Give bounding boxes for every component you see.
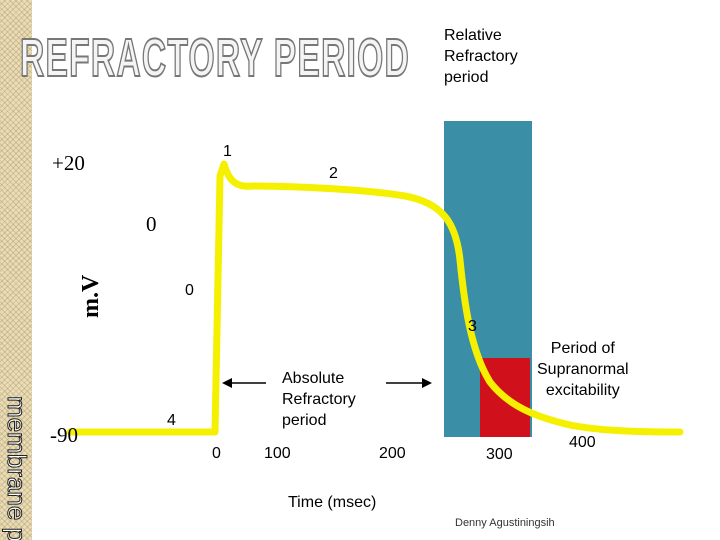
- relative-refractory-label: Relative Refractory period: [444, 27, 518, 86]
- x-tick-100: 100: [264, 445, 291, 462]
- y-tick-plus20: +20: [52, 151, 85, 175]
- x-tick-300: 300: [486, 446, 513, 463]
- phase-0-label: 0: [185, 282, 194, 299]
- action-potential-curve: [66, 160, 684, 436]
- decorative-sidebar: [0, 0, 32, 540]
- phase-4-label: 4: [167, 412, 176, 429]
- y-tick-zero: 0: [146, 212, 157, 236]
- x-tick-0: 0: [212, 445, 221, 462]
- phase-3-label: 3: [468, 318, 477, 335]
- supranormal-label: Period of Supranormal excitability: [537, 340, 629, 399]
- absolute-refractory-label: Absolute Refractory period: [282, 370, 356, 429]
- author-credit: Denny Agustiningsih: [455, 517, 555, 529]
- phase-2-label: 2: [329, 165, 338, 182]
- y-axis-label: m.V: [78, 274, 104, 318]
- y-tick-minus90: -90: [50, 423, 78, 447]
- phase-1-label: 1: [223, 143, 232, 160]
- arrow-right-head: [422, 378, 432, 388]
- page-title: REFRACTORY PERIOD: [20, 28, 410, 88]
- x-tick-400: 400: [569, 434, 596, 451]
- x-tick-200: 200: [379, 445, 406, 462]
- x-axis-label: Time (msec): [288, 494, 377, 511]
- arrow-left-head: [222, 378, 232, 388]
